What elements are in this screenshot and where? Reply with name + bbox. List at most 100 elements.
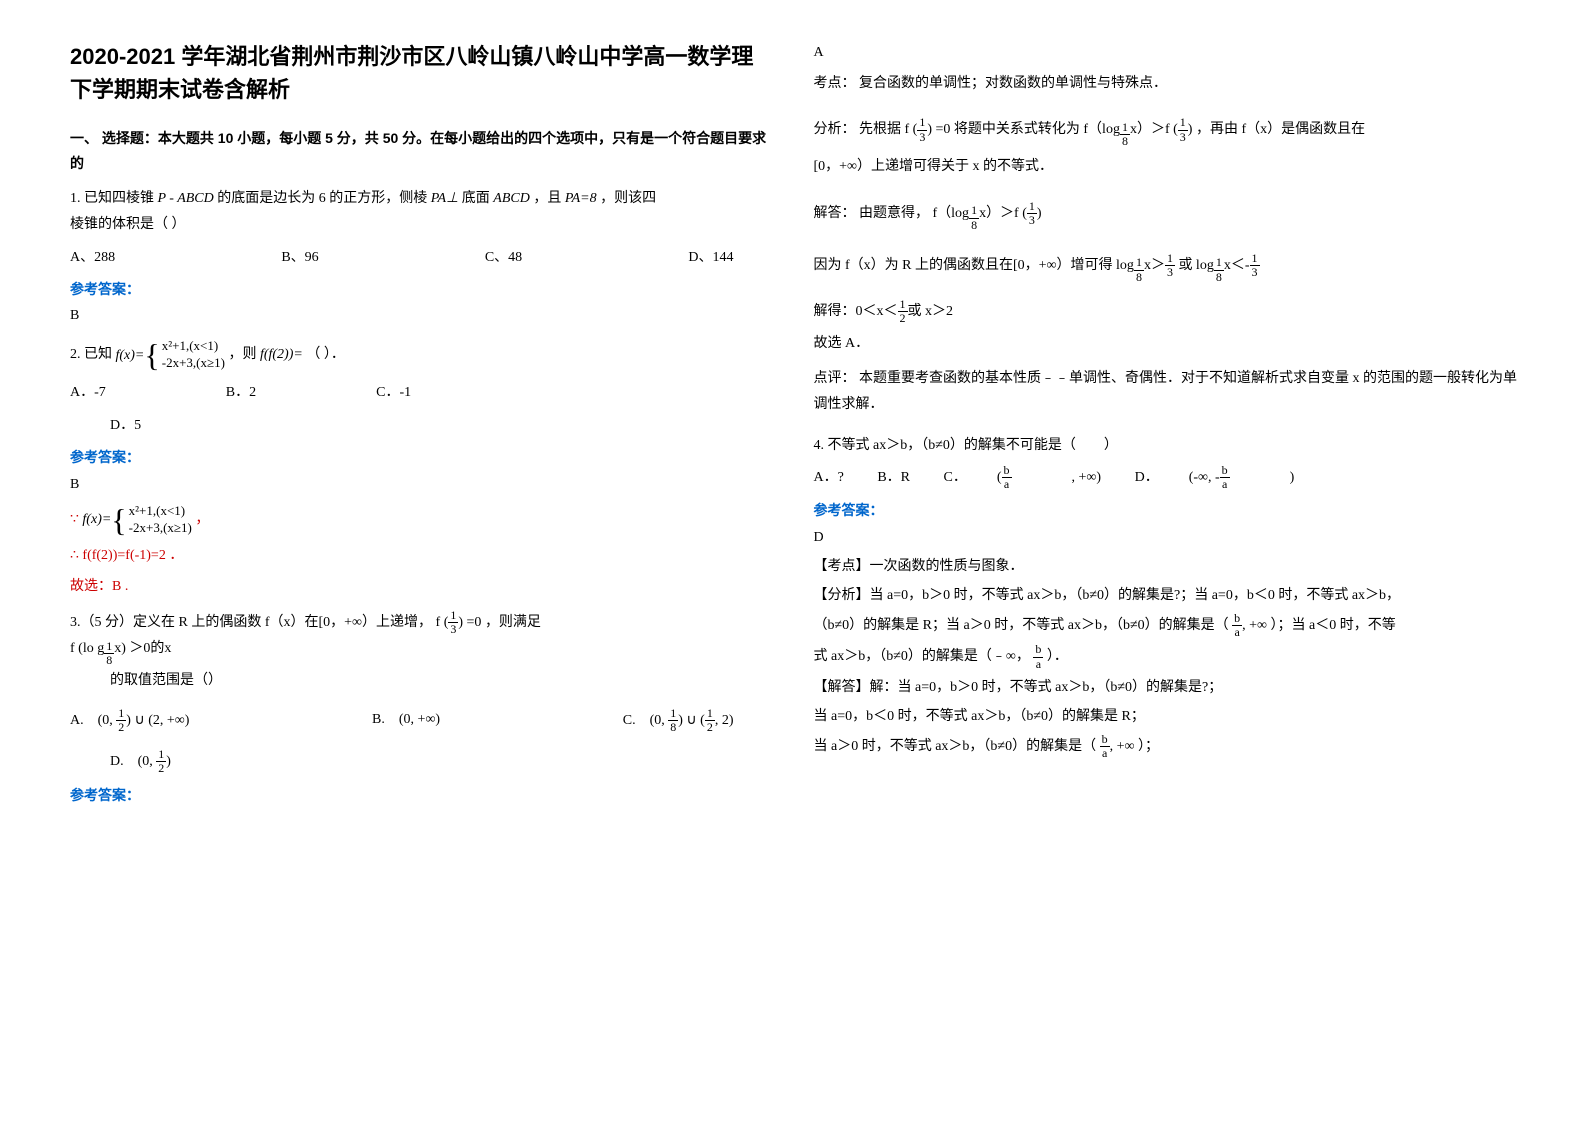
q2-opt-c: C．-1 (376, 380, 411, 405)
jieda-b: 因为 f（x）为 R 上的偶函数且在[0，+∞）增可得 (814, 258, 1113, 273)
q2-sol-fx: f(x)= (82, 507, 111, 532)
q3-opt-b: B. (0, +∞) (372, 707, 440, 734)
q4-opt-c-pre: C． (944, 465, 967, 490)
q4-jd3b: ）； (1138, 739, 1159, 754)
q1-stem-e: ，则该四 (600, 191, 656, 206)
q4-fx2a: （b≠0）的解集是 R；当 a＞0 时，不等式 ax＞b，（b≠0）的解集是（ (814, 618, 1229, 633)
q1-opt-b: B、96 (281, 245, 318, 270)
section-heading: 一、 选择题：本大题共 10 小题，每小题 5 分，共 50 分。在每小题给出的… (70, 126, 774, 176)
q4-fx2b: ）；当 a＜0 时，不等 (1271, 618, 1396, 633)
fenxi-expr2: f（log18x）＞f (13) (1083, 122, 1192, 137)
kaodian-text: 复合函数的单调性；对数函数的单调性与特殊点． (859, 76, 1167, 91)
q3-opt-a-pre: A. (70, 713, 84, 728)
q3-opt-a: A. (0, 12) ∪ (2, +∞) (70, 707, 189, 734)
q2-stem-c: （ ）． (306, 347, 345, 362)
q2-sol1: ∵ (70, 512, 79, 527)
brace-icon: { (111, 504, 126, 536)
q1-opt-c: C、48 (485, 245, 522, 270)
q3-f13: f (13) =0 (436, 615, 482, 630)
kaodian-label: 考点： (814, 76, 856, 91)
q2-sol-case2: -2x+3,(x≥1) (129, 520, 192, 537)
q2-opt-d: D．5 (110, 413, 774, 438)
q1-stem-f: 棱锥的体积是（ ） (70, 212, 774, 237)
question-2: 2. 已知 f(x)= { x²+1,(x<1) -2x+3,(x≥1) ，则 … (70, 338, 774, 599)
q3-opt-d: D. (0, 12) (110, 748, 774, 775)
q3-stem-b: ，则满足 (485, 615, 541, 630)
q3-answer: A (814, 40, 1518, 65)
q1-stem-b: 的底面是边长为 6 的正方形，侧棱 (217, 191, 427, 206)
jieda-a: 由题意得， (859, 206, 929, 221)
fenxi-expr1: f (13) =0 (905, 122, 951, 137)
jieda-expr: f（log18x）＞f (13) (933, 206, 1042, 221)
q3-jieda: 解答： 由题意得， f（log18x）＞f (13) (814, 200, 1518, 232)
q3-fenxi: 分析： 先根据 f (13) =0 将题中关系式转化为 f（log18x）＞f … (814, 116, 1518, 148)
q4-fenxi: 【分析】当 a=0，b＞0 时，不等式 ax＞b，（b≠0）的解集是?；当 a=… (814, 583, 1518, 608)
q3-opt-c-pre: C. (623, 713, 636, 728)
q3-opt-c: C. (0, 18) ∪ (12, 2) (623, 707, 734, 734)
q1-expr2: PA⊥ (431, 191, 459, 206)
q4-stem: 4. 不等式 ax＞b，（b≠0）的解集不可能是（ ） (814, 433, 1518, 458)
q3-dianping: 点评： 本题重要考查函数的基本性质﹣﹣单调性、奇偶性．对于不知道解析式求自变量 … (814, 366, 1518, 416)
jieda-d: 故选 A． (814, 331, 1518, 356)
q1-expr1: P - ABCD (158, 191, 214, 206)
q2-sol2: ∴ f(f(2))=f(-1)=2 ． (70, 543, 774, 568)
q2-sol-piecewise: f(x)= { x²+1,(x<1) -2x+3,(x≥1) (82, 503, 191, 537)
q2-case2: -2x+3,(x≥1) (162, 355, 225, 372)
q3-stem-c: 的取值范围是（） (110, 668, 774, 693)
q4-jieda: 【解答】解：当 a=0，b＞0 时，不等式 ax＞b，（b≠0）的解集是?； (814, 675, 1518, 700)
q1-stem-a: 1. 已知四棱锥 (70, 191, 154, 206)
fenxi-d: [0，+∞）上递增可得关于 x 的不等式． (814, 154, 1518, 179)
q2-fx: f(x)= (116, 343, 145, 368)
jieda-label: 解答： (814, 206, 856, 221)
brace-icon: { (144, 339, 159, 371)
question-3: 3.（5 分）定义在 R 上的偶函数 f（x）在[0，+∞）上递增， f (13… (70, 609, 774, 809)
q4-jd3a: 当 a＞0 时，不等式 ax＞b，（b≠0）的解集是（ (814, 739, 1097, 754)
q2-answer-label: 参考答案： (70, 446, 774, 471)
q3-stem-a: 3.（5 分）定义在 R 上的偶函数 f（x）在[0，+∞）上递增， (70, 615, 432, 630)
fenxi-c: ，再由 f（x）是偶函数且在 (1196, 122, 1365, 137)
q4-opt-c: C．(ba, +∞) (944, 464, 1102, 491)
q4-answer: D (814, 525, 1518, 550)
q2-opt-a: A．-7 (70, 380, 106, 405)
dianping-text: 本题重要考查函数的基本性质﹣﹣单调性、奇偶性．对于不知道解析式求自变量 x 的范… (814, 371, 1518, 411)
q1-expr4: PA=8 (565, 191, 597, 206)
q4-fx3b: ）． (1047, 649, 1068, 664)
dianping-label: 点评： (814, 371, 856, 386)
q1-answer: B (70, 303, 774, 328)
q2-sol-cases: x²+1,(x<1) -2x+3,(x≥1) (129, 503, 192, 537)
fenxi-a: 先根据 (859, 122, 901, 137)
q3-answer-label: 参考答案： (70, 784, 774, 809)
q4-fx3a: 式 ax＞b，（b≠0）的解集是（﹣∞， (814, 649, 1030, 664)
q2-sol-line1: ∵ f(x)= { x²+1,(x<1) -2x+3,(x≥1) ， (70, 503, 774, 537)
q4-answer-label: 参考答案： (814, 499, 1518, 524)
q3-line1: 3.（5 分）定义在 R 上的偶函数 f（x）在[0，+∞）上递增， f (13… (70, 609, 774, 636)
question-4: 4. 不等式 ax＞b，（b≠0）的解集不可能是（ ） A．? B．R C．(b… (814, 433, 1518, 761)
q2-stem-b: ，则 (228, 347, 256, 362)
q2-sol-case1: x²+1,(x<1) (129, 503, 192, 520)
q1-text: 1. 已知四棱锥 P - ABCD 的底面是边长为 6 的正方形，侧棱 PA⊥ … (70, 191, 656, 206)
q3-opt-d-pre: D. (110, 754, 124, 769)
q2-ff2: f(f(2))= (260, 347, 303, 362)
q4-opt-d-pre: D． (1135, 465, 1159, 490)
q3-options-row1: A. (0, 12) ∪ (2, +∞) B. (0, +∞) C. (0, 1… (70, 707, 774, 734)
q4-jieda3: 当 a＞0 时，不等式 ax＞b，（b≠0）的解集是（ ba, +∞ ）； (814, 733, 1518, 760)
q4-fenxi3: 式 ax＞b，（b≠0）的解集是（﹣∞， ba ）． (814, 643, 1518, 670)
q1-opt-d: D、144 (688, 245, 733, 270)
q1-stem-d: ，且 (533, 191, 561, 206)
q4-options: A．? B．R C．(ba, +∞) D．(-∞, -ba) (814, 464, 1518, 491)
q1-stem-c: 底面 (462, 191, 490, 206)
q1-answer-label: 参考答案： (70, 278, 774, 303)
q2-options-row1: A．-7 B．2 C．-1 (70, 380, 774, 405)
q1-opt-a: A、288 (70, 245, 115, 270)
left-column: 2020-2021 学年湖北省荆州市荆沙市区八岭山镇八岭山中学高一数学理下学期期… (50, 40, 794, 1082)
q2-case1: x²+1,(x<1) (162, 338, 225, 355)
q4-jieda2: 当 a=0，b＜0 时，不等式 ax＞b，（b≠0）的解集是 R； (814, 704, 1518, 729)
jieda-b-line: 因为 f（x）为 R 上的偶函数且在[0，+∞）增可得 log18x＞13 或 … (814, 252, 1518, 284)
fenxi-b: 将题中关系式转化为 (954, 122, 1080, 137)
q4-kaodian: 【考点】一次函数的性质与图象． (814, 554, 1518, 579)
jieda-ineq: log18x＞13 或 log18x＜-13 (1116, 258, 1259, 273)
q4-opt-a: A．? (814, 465, 844, 490)
question-1: 1. 已知四棱锥 P - ABCD 的底面是边长为 6 的正方形，侧棱 PA⊥ … (70, 186, 774, 328)
q4-opt-d: D．(-∞, -ba) (1135, 464, 1295, 491)
fenxi-label: 分析： (814, 122, 856, 137)
